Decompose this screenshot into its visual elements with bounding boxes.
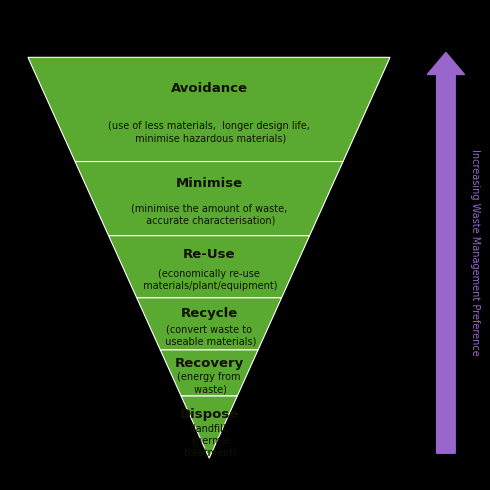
Text: Recycle: Recycle (180, 307, 238, 320)
Text: Recovery: Recovery (174, 357, 244, 370)
Text: Re-Use: Re-Use (183, 248, 235, 261)
Text: (convert waste to
 useable materials): (convert waste to useable materials) (162, 324, 256, 346)
Text: (energy from
 waste): (energy from waste) (177, 372, 241, 394)
Text: Dispose: Dispose (179, 408, 239, 421)
Text: (minimise the amount of waste,
 accurate characterisation): (minimise the amount of waste, accurate … (131, 204, 287, 226)
Text: (landfill,
 thermal
 treatment): (landfill, thermal treatment) (181, 424, 237, 458)
FancyArrow shape (427, 52, 465, 453)
Polygon shape (160, 350, 258, 396)
Text: Increasing Waste Management Preference: Increasing Waste Management Preference (470, 149, 480, 356)
Polygon shape (109, 236, 310, 298)
Polygon shape (137, 298, 282, 350)
Polygon shape (28, 57, 390, 162)
Polygon shape (75, 162, 343, 236)
Text: (economically re-use
 materials/plant/equipment): (economically re-use materials/plant/equ… (140, 270, 278, 292)
Text: (use of less materials,  longer design life,
 minimise hazardous materials): (use of less materials, longer design li… (108, 122, 310, 144)
Text: Minimise: Minimise (175, 177, 243, 190)
Polygon shape (181, 396, 237, 458)
Text: Avoidance: Avoidance (171, 82, 247, 95)
